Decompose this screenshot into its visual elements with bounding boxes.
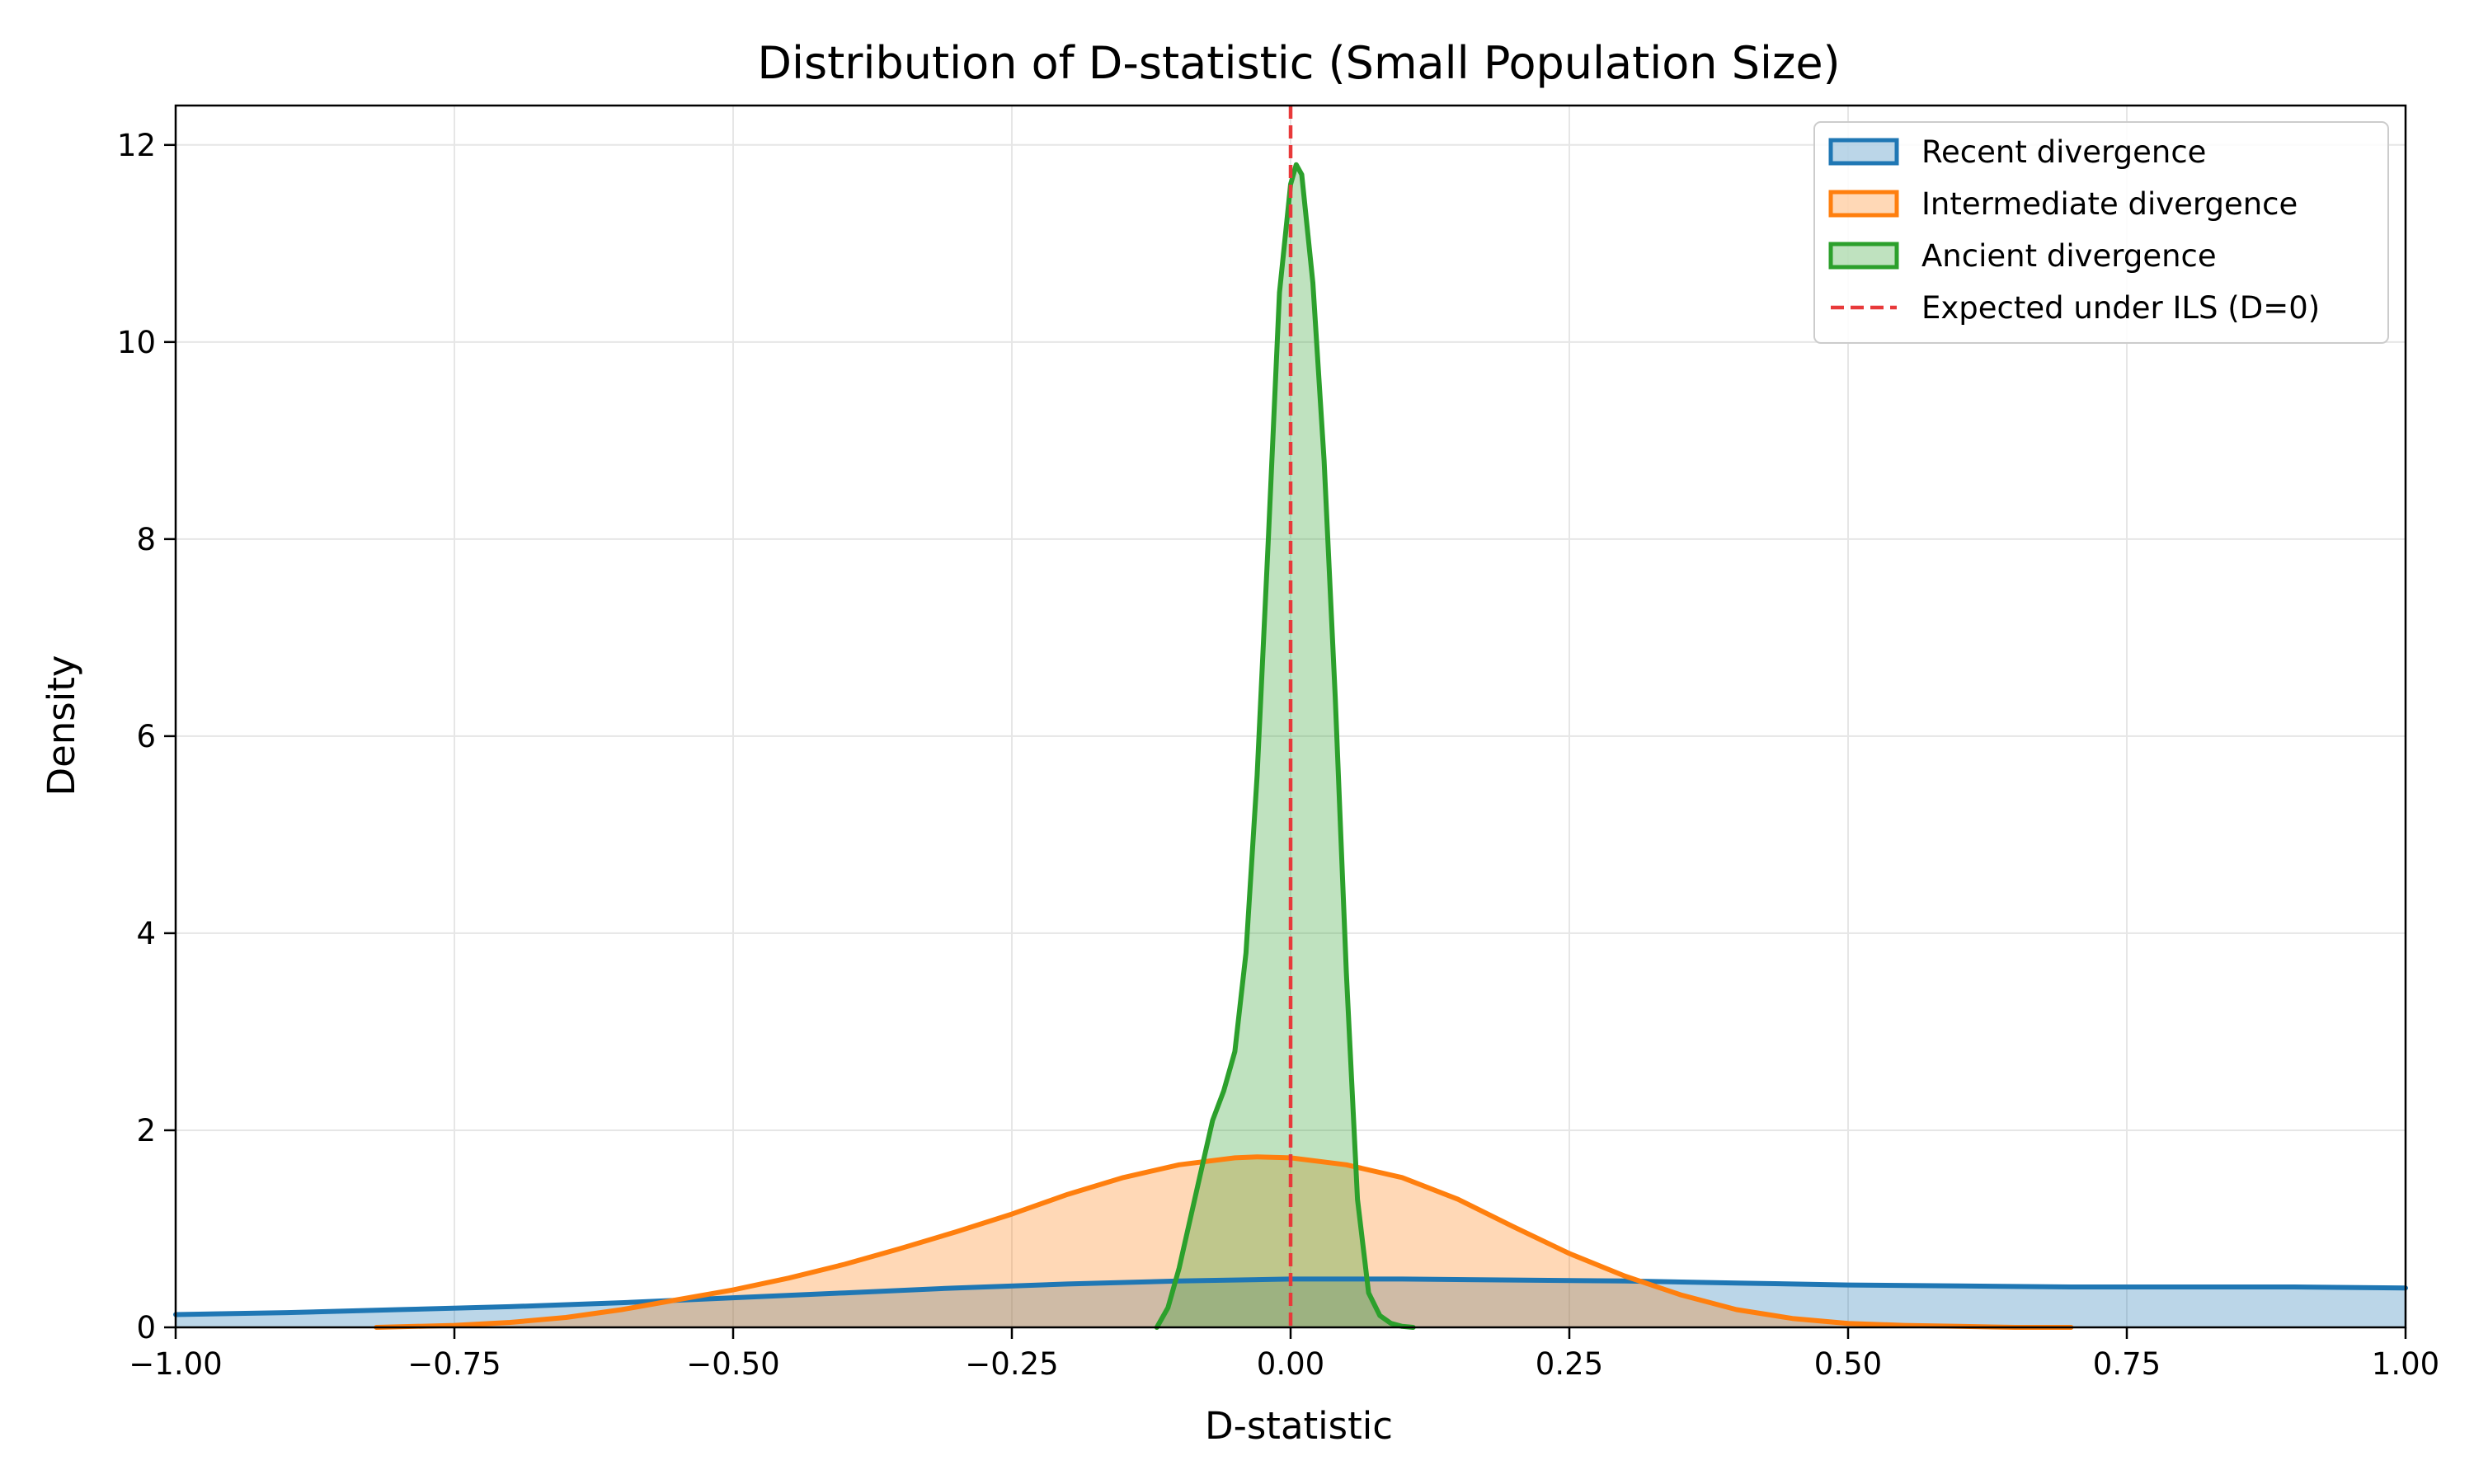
area-ancient-divergence (1156, 164, 1413, 1328)
x-tick-label: 0.25 (1536, 1346, 1603, 1382)
x-tick-label: 0.75 (2093, 1346, 2161, 1382)
legend-swatch-intermediate-divergence (1828, 190, 1899, 218)
legend: Recent divergence Intermediate divergence… (1813, 121, 2389, 344)
legend-box (1813, 121, 2389, 344)
legend-label-recent-divergence: Recent divergence (1921, 134, 2206, 170)
legend-swatch-recent-divergence (1828, 138, 1899, 166)
y-tick-label: 6 (136, 719, 156, 754)
y-tick-label: 10 (117, 325, 156, 360)
legend-label-expected-under-ils-d-0: Expected under ILS (D=0) (1921, 290, 2320, 326)
line-ancient-divergence (1154, 162, 1416, 1330)
axis-ticks: −1.00 −0.75 −0.50 −0.25 0.00 0.25 0.50 0.75 1.00… (117, 128, 2439, 1382)
x-tick-label: −1.00 (129, 1346, 222, 1382)
line-intermediate-divergence (374, 1154, 2074, 1330)
y-tick-label: 8 (136, 522, 156, 557)
legend-swatch-ancient-divergence (1828, 242, 1899, 270)
y-tick-label: 0 (136, 1310, 156, 1345)
x-tick-label: 0.00 (1257, 1346, 1324, 1382)
x-tick-label: 0.50 (1814, 1346, 1882, 1382)
y-tick-label: 4 (136, 916, 156, 951)
chart-title: Distribution of D-statistic (Small Popul… (757, 37, 1840, 89)
x-tick-label: −0.50 (686, 1346, 779, 1382)
y-axis-label: Density (40, 655, 83, 796)
y-tick-label: 12 (117, 128, 156, 163)
y-tick-label: 2 (136, 1113, 156, 1148)
legend-label-ancient-divergence: Ancient divergence (1921, 238, 2217, 274)
x-tick-label: 1.00 (2372, 1346, 2439, 1382)
x-tick-label: −0.25 (965, 1346, 1058, 1382)
x-axis-label: D-statistic (1205, 1404, 1393, 1448)
legend-label-intermediate-divergence: Intermediate divergence (1921, 186, 2298, 222)
x-tick-label: −0.75 (407, 1346, 501, 1382)
